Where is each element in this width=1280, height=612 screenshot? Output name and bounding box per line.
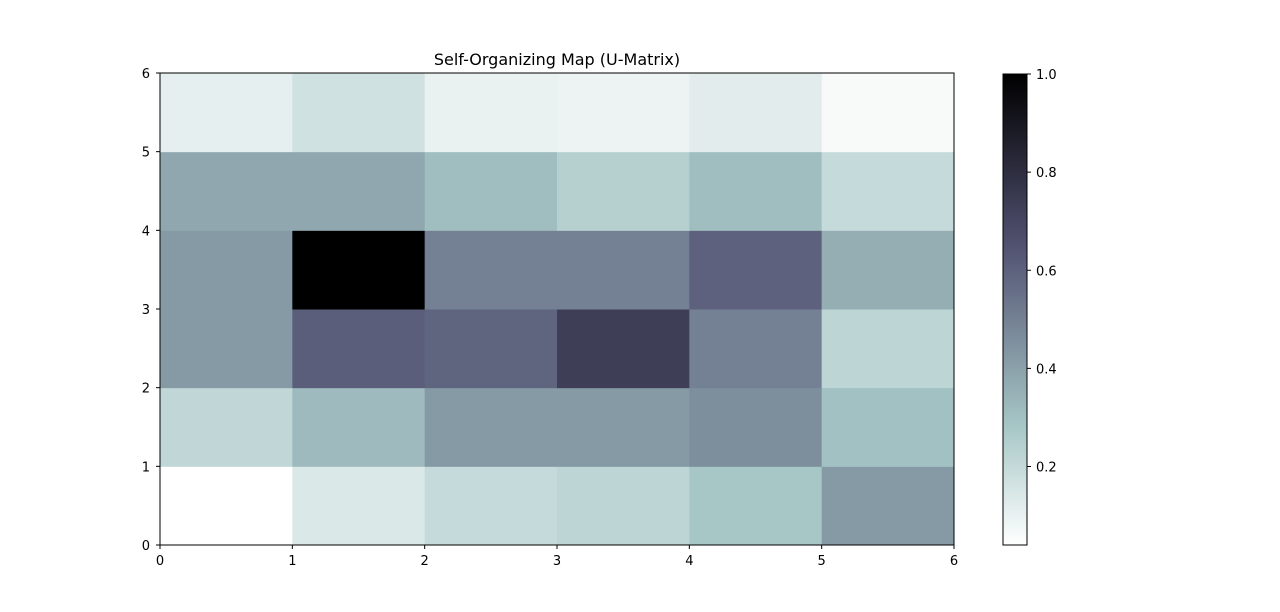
heatmap-cell	[160, 73, 293, 153]
heatmap-cell	[160, 466, 293, 546]
heatmap-cell	[821, 387, 955, 467]
heatmap-cell	[689, 230, 823, 310]
heatmap-cell	[821, 151, 955, 231]
heatmap-cell	[292, 73, 426, 153]
x-axis: 0 1 2 3 4 5 6	[156, 545, 958, 569]
heatmap-cell	[424, 151, 558, 231]
x-tick-label: 5	[818, 554, 826, 569]
colorbar-tick-label: 0.8	[1036, 166, 1057, 181]
colorbar-tick-label: 0.4	[1036, 362, 1057, 377]
heatmap-cell	[821, 309, 955, 389]
x-tick-label: 4	[685, 554, 693, 569]
heatmap-cell	[557, 230, 690, 310]
x-tick-label: 1	[288, 554, 296, 569]
heatmap-cell	[821, 73, 955, 153]
heatmap-cell	[292, 230, 426, 310]
heatmap-cell	[424, 466, 558, 546]
heatmap-cell	[424, 73, 558, 153]
heatmap-cell	[160, 151, 293, 231]
heatmap-cell	[424, 230, 558, 310]
y-axis: 0 1 2 3 4 5 6	[142, 67, 160, 554]
colorbar-ticks: 0.2 0.4 0.6 0.8 1.0	[1027, 68, 1057, 476]
x-tick-label: 2	[421, 554, 429, 569]
colorbar-tick-label: 0.6	[1036, 264, 1057, 279]
heatmap-cell	[292, 151, 426, 231]
colorbar-tick-label: 0.2	[1036, 461, 1057, 476]
heatmap-cell	[557, 73, 690, 153]
y-tick-label: 6	[142, 67, 150, 82]
x-tick-label: 6	[950, 554, 958, 569]
y-tick-label: 2	[142, 382, 150, 397]
heatmap-cell	[689, 151, 823, 231]
heatmap-cell	[689, 73, 823, 153]
y-tick-label: 3	[142, 303, 150, 318]
heatmap-cell	[160, 309, 293, 389]
y-tick-label: 4	[142, 224, 150, 239]
y-tick-label: 0	[142, 539, 150, 554]
heatmap-cell	[821, 230, 955, 310]
heatmap-cell	[689, 309, 823, 389]
x-tick-label: 3	[553, 554, 561, 569]
heatmap-cell	[557, 151, 690, 231]
heatmap-cell	[292, 309, 426, 389]
y-tick-label: 5	[142, 146, 150, 161]
chart-title: Self-Organizing Map (U-Matrix)	[434, 50, 680, 69]
y-tick-label: 1	[142, 460, 150, 475]
heatmap-cell	[160, 230, 293, 310]
heatmap-cell	[424, 387, 558, 467]
colorbar	[1002, 73, 1028, 546]
heatmap-cells	[160, 73, 955, 546]
heatmap-cell	[292, 466, 426, 546]
heatmap-cell	[557, 387, 690, 467]
heatmap-cell	[689, 466, 823, 546]
heatmap-cell	[292, 387, 426, 467]
colorbar-tick-label: 1.0	[1036, 68, 1057, 83]
heatmap-cell	[557, 309, 690, 389]
heatmap-cell	[689, 387, 823, 467]
heatmap-cell	[160, 387, 293, 467]
x-tick-label: 0	[156, 554, 164, 569]
heatmap-cell	[424, 309, 558, 389]
heatmap-cell	[821, 466, 955, 546]
heatmap-cell	[557, 466, 690, 546]
